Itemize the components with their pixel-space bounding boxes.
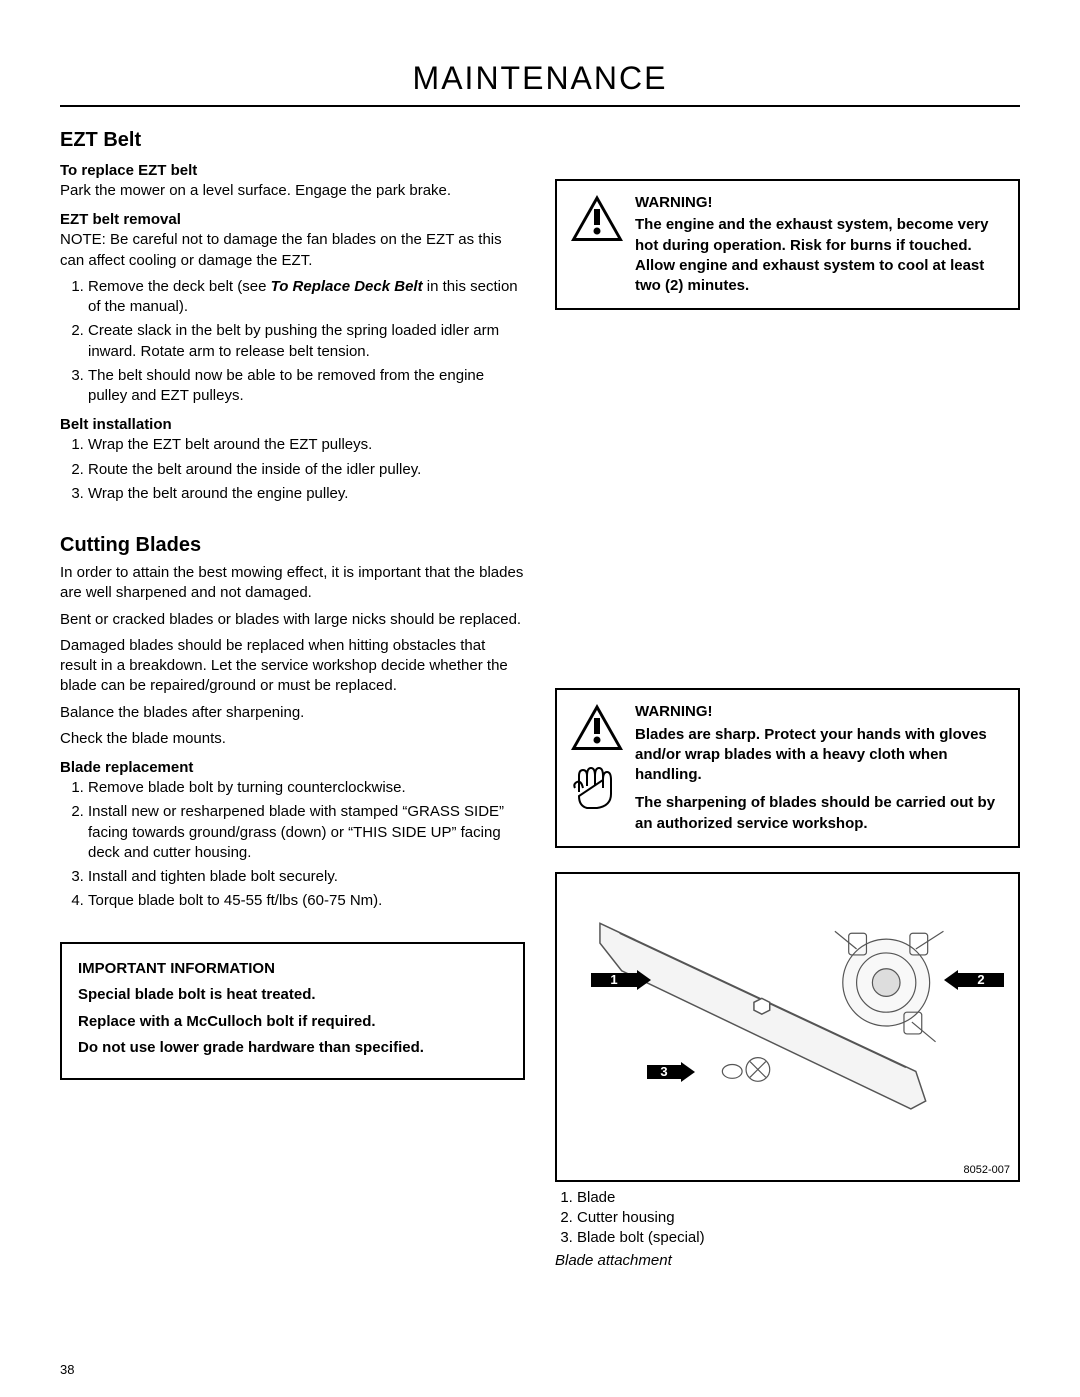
blades-p4: Balance the blades after sharpening. xyxy=(60,703,525,723)
ezt-replace-heading: To replace EZT belt xyxy=(60,162,525,179)
warning-box-engine: WARNING! The engine and the exhaust syst… xyxy=(555,179,1020,310)
blade-diagram-svg xyxy=(557,874,1018,1180)
blades-step-4: Torque blade bolt to 45-55 ft/lbs (60-75… xyxy=(88,891,525,911)
callout-arrow-body: 2 xyxy=(958,973,1004,987)
blades-step-1: Remove blade bolt by turning countercloc… xyxy=(88,778,525,798)
info-line-3: Do not use lower grade hardware than spe… xyxy=(78,1037,507,1060)
diagram-callout-1: 1 xyxy=(591,970,651,990)
callout-arrow-body: 3 xyxy=(647,1065,681,1079)
ezt-install-step-2: Route the belt around the inside of the … xyxy=(88,460,525,480)
blade-diagram: 1 2 3 8052-007 xyxy=(555,872,1020,1182)
ezt-install-step-3: Wrap the belt around the engine pulley. xyxy=(88,484,525,504)
ezt-removal-step-1: Remove the deck belt (see To Replace Dec… xyxy=(88,277,525,318)
diagram-ref: 8052-007 xyxy=(964,1164,1011,1176)
callout-arrow-head xyxy=(681,1062,695,1082)
warning-blades-p2: The sharpening of blades should be carri… xyxy=(635,793,1004,834)
important-info-box: IMPORTANT INFORMATION Special blade bolt… xyxy=(60,942,525,1080)
callout-3-num: 3 xyxy=(655,1063,673,1081)
ezt-install-steps: Wrap the EZT belt around the EZT pulleys… xyxy=(60,435,525,504)
warning-blades-title: WARNING! xyxy=(635,702,1004,722)
content-columns: EZT Belt To replace EZT belt Park the mo… xyxy=(60,129,1020,1271)
diagram-legend: Blade Cutter housing Blade bolt (special… xyxy=(555,1188,1020,1271)
warning-engine-text: WARNING! The engine and the exhaust syst… xyxy=(635,193,1004,296)
warning-blades-p1: Blades are sharp. Protect your hands wit… xyxy=(635,725,1004,786)
blades-p1: In order to attain the best mowing effec… xyxy=(60,563,525,604)
diagram-callout-3: 3 xyxy=(647,1062,695,1082)
callout-arrow-head xyxy=(637,970,651,990)
callout-arrow-body: 1 xyxy=(591,973,637,987)
ezt-replace-body: Park the mower on a level surface. Engag… xyxy=(60,181,525,201)
page-title: MAINTENANCE xyxy=(60,60,1020,97)
page: MAINTENANCE EZT Belt To replace EZT belt… xyxy=(0,0,1080,1397)
blades-step-3: Install and tighten blade bolt securely. xyxy=(88,867,525,887)
left-column: EZT Belt To replace EZT belt Park the mo… xyxy=(60,129,525,1271)
legend-3: Blade bolt (special) xyxy=(577,1228,1020,1248)
warning-engine-title: WARNING! xyxy=(635,193,1004,213)
legend-1: Blade xyxy=(577,1188,1020,1208)
diagram-caption: Blade attachment xyxy=(555,1251,1020,1271)
info-title: IMPORTANT INFORMATION xyxy=(78,958,507,981)
callout-1-num: 1 xyxy=(605,971,623,989)
info-line-2: Replace with a McCulloch bolt if require… xyxy=(78,1011,507,1034)
blades-heading: Cutting Blades xyxy=(60,534,525,557)
ezt-removal-heading: EZT belt removal xyxy=(60,211,525,228)
ezt-removal-step-2: Create slack in the belt by pushing the … xyxy=(88,321,525,362)
blades-p3: Damaged blades should be replaced when h… xyxy=(60,636,525,697)
warning-blades-text: WARNING! Blades are sharp. Protect your … xyxy=(635,702,1004,834)
warning-engine-body: The engine and the exhaust system, becom… xyxy=(635,215,1004,296)
ezt-install-step-1: Wrap the EZT belt around the EZT pulleys… xyxy=(88,435,525,455)
callout-arrow-head xyxy=(944,970,958,990)
warning-triangle-icon xyxy=(569,193,625,243)
ezt-heading: EZT Belt xyxy=(60,129,525,152)
info-line-1: Special blade bolt is heat treated. xyxy=(78,984,507,1007)
blades-step-2: Install new or resharpened blade with st… xyxy=(88,802,525,863)
gloves-icon xyxy=(569,758,625,814)
diagram-callout-2: 2 xyxy=(944,970,1004,990)
ezt-removal-step-1-pre: Remove the deck belt (see xyxy=(88,278,271,295)
legend-2: Cutter housing xyxy=(577,1208,1020,1228)
blades-replace-steps: Remove blade bolt by turning countercloc… xyxy=(60,778,525,912)
warning-blades-icons xyxy=(569,702,625,834)
ezt-install-heading: Belt installation xyxy=(60,416,525,433)
blades-replace-heading: Blade replacement xyxy=(60,759,525,776)
right-column: WARNING! The engine and the exhaust syst… xyxy=(555,129,1020,1271)
callout-2-num: 2 xyxy=(972,971,990,989)
ezt-removal-note: NOTE: Be careful not to damage the fan b… xyxy=(60,230,525,271)
spacer xyxy=(555,310,1020,678)
blades-p2: Bent or cracked blades or blades with la… xyxy=(60,610,525,630)
page-number: 38 xyxy=(60,1362,74,1377)
warning-icon-wrap xyxy=(569,193,625,296)
ezt-removal-step-1-bold: To Replace Deck Belt xyxy=(271,278,423,295)
warning-triangle-icon xyxy=(569,702,625,752)
ezt-removal-step-3: The belt should now be able to be remove… xyxy=(88,366,525,407)
blades-p5: Check the blade mounts. xyxy=(60,729,525,749)
warning-box-blades: WARNING! Blades are sharp. Protect your … xyxy=(555,688,1020,848)
ezt-removal-steps: Remove the deck belt (see To Replace Dec… xyxy=(60,277,525,407)
title-rule xyxy=(60,105,1020,107)
